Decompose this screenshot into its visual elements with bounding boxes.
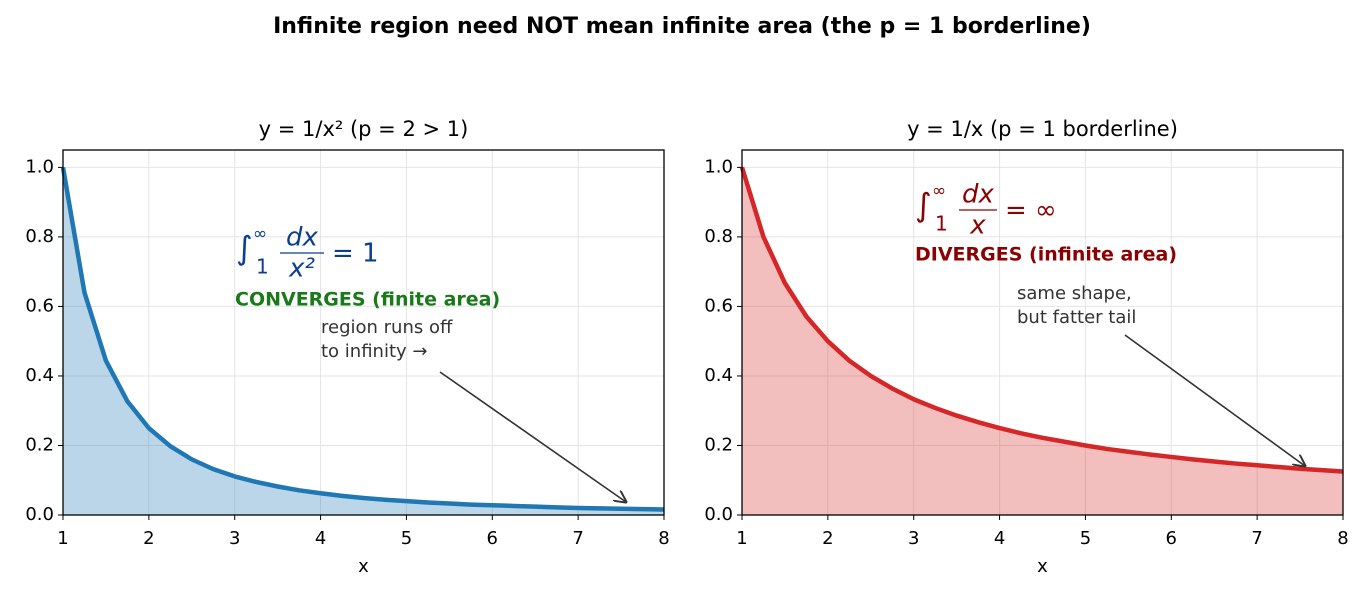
x-tick-label: 6 [487,528,498,549]
y-tick-label: 0.4 [704,365,733,386]
formula-rhs: = 1 [332,239,379,269]
x-tick-label: 2 [143,528,154,549]
y-tick-label: 0.6 [25,295,54,316]
x-axis-label: x [358,556,369,577]
y-tick-label: 0.0 [25,504,54,525]
x-tick-label: 5 [401,528,412,549]
y-tick-label: 0.8 [704,226,733,247]
y-tick-label: 0.0 [704,504,733,525]
y-tick-label: 0.4 [25,365,54,386]
plot-frame [62,149,665,516]
note-arrow [439,371,626,502]
note: to infinity → [321,341,427,362]
subplot-title: y = 1/x (p = 1 borderline) [907,117,1178,141]
integral-upper: ∞ [932,181,946,201]
x-tick-label: 3 [908,528,919,549]
x-tick-label: 5 [1080,528,1091,549]
subplot-title: y = 1/x² (p = 2 > 1) [259,117,469,141]
curve [60,167,665,512]
x-tick-label: 1 [57,528,68,549]
denominator: x² [288,254,315,284]
x-tick-label: 8 [658,528,669,549]
area-fill [63,167,664,515]
x-tick-label: 7 [572,528,583,549]
y-tick-label: 0.2 [25,434,54,455]
y-tick-label: 0.2 [704,434,733,455]
x-tick-label: 1 [736,528,747,549]
integral-upper: ∞ [253,224,267,244]
curve [739,166,1344,474]
verdict: DIVERGES (infinite area) [915,244,1177,266]
note: region runs off [321,317,453,338]
area-fill [742,167,1343,515]
x-tick-label: 2 [822,528,833,549]
numerator: dx [962,180,995,210]
x-tick-label: 3 [229,528,240,549]
x-tick-label: 4 [315,528,326,549]
x-tick-label: 4 [994,528,1005,549]
formula-rhs: = ∞ [1005,196,1057,226]
y-tick-label: 0.8 [25,226,54,247]
integral-lower: 1 [935,212,948,236]
x-axis-label: x [1037,556,1048,577]
integral-lower: 1 [256,255,269,279]
note: but fatter tail [1017,307,1136,328]
plot-frame [741,149,1344,516]
note-arrow [1124,334,1305,466]
numerator: dx [286,223,319,253]
y-tick-label: 1.0 [704,156,733,177]
verdict: CONVERGES (finite area) [235,289,500,311]
note: same shape, [1017,283,1132,304]
y-tick-label: 0.6 [704,295,733,316]
x-tick-label: 8 [1337,528,1348,549]
figure-title: Infinite region need NOT mean infinite a… [273,14,1091,39]
denominator: x [969,211,986,241]
y-tick-label: 1.0 [25,156,54,177]
integral-sign: ∫ [236,229,253,267]
x-tick-label: 7 [1251,528,1262,549]
integral-sign: ∫ [915,186,932,224]
x-tick-label: 6 [1166,528,1177,549]
